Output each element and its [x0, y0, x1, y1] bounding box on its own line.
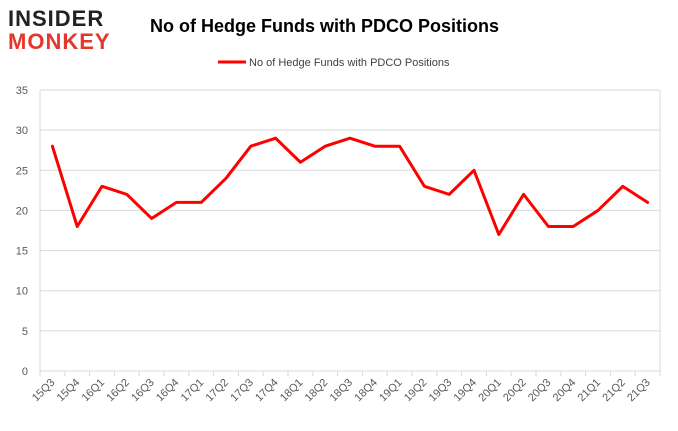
- y-tick-label: 0: [22, 366, 28, 378]
- x-tick-label: 18Q1: [278, 377, 306, 405]
- x-tick-label: 15Q4: [55, 377, 83, 405]
- x-tick-label: 20Q1: [476, 377, 504, 405]
- y-tick-label: 30: [16, 125, 28, 137]
- x-tick-label: 15Q3: [30, 377, 58, 405]
- x-tick-label: 17Q2: [204, 377, 232, 405]
- y-tick-label: 10: [16, 286, 28, 298]
- x-tick-label: 17Q4: [253, 377, 281, 405]
- chart-title: No of Hedge Funds with PDCO Positions: [150, 16, 499, 36]
- x-tick-label: 18Q4: [352, 377, 380, 405]
- y-tick-label: 35: [16, 85, 28, 97]
- y-tick-label: 15: [16, 246, 28, 258]
- x-tick-label: 19Q2: [402, 377, 430, 405]
- x-tick-label: 16Q4: [154, 377, 182, 405]
- y-tick-label: 20: [16, 205, 28, 217]
- y-tick-label: 25: [16, 165, 28, 177]
- legend-label: No of Hedge Funds with PDCO Positions: [249, 57, 450, 69]
- x-tick-label: 21Q3: [625, 377, 653, 405]
- x-tick-label: 20Q2: [501, 377, 529, 405]
- series-group: [50, 136, 650, 237]
- y-axis-ticks: 0 5 10 15 20 25 30 35: [16, 85, 28, 378]
- x-tick-label: 19Q4: [452, 377, 480, 405]
- x-axis-ticks: 15Q315Q416Q116Q216Q316Q417Q117Q217Q317Q4…: [30, 371, 661, 405]
- legend: No of Hedge Funds with PDCO Positions: [218, 57, 450, 69]
- x-tick-label: 20Q3: [526, 377, 554, 405]
- x-tick-label: 19Q3: [427, 377, 455, 405]
- x-tick-label: 19Q1: [377, 377, 405, 405]
- logo-bottom-text: MONKEY: [8, 29, 111, 54]
- x-tick-label: 17Q3: [228, 377, 256, 405]
- x-tick-label: 16Q1: [80, 377, 108, 405]
- logo-top-text: INSIDER: [8, 6, 105, 31]
- gridlines: [39, 89, 661, 372]
- x-tick-label: 20Q4: [551, 377, 579, 405]
- x-tick-label: 21Q1: [576, 377, 604, 405]
- x-tick-label: 18Q3: [328, 377, 356, 405]
- x-tick-label: 21Q2: [600, 377, 628, 405]
- x-tick-label: 17Q1: [179, 377, 207, 405]
- x-tick-label: 16Q3: [129, 377, 157, 405]
- insider-monkey-logo: INSIDER MONKEY: [8, 6, 128, 56]
- y-tick-label: 5: [22, 326, 28, 338]
- x-tick-label: 16Q2: [104, 377, 132, 405]
- series-line-0: [50, 136, 650, 237]
- x-tick-label: 18Q2: [303, 377, 331, 405]
